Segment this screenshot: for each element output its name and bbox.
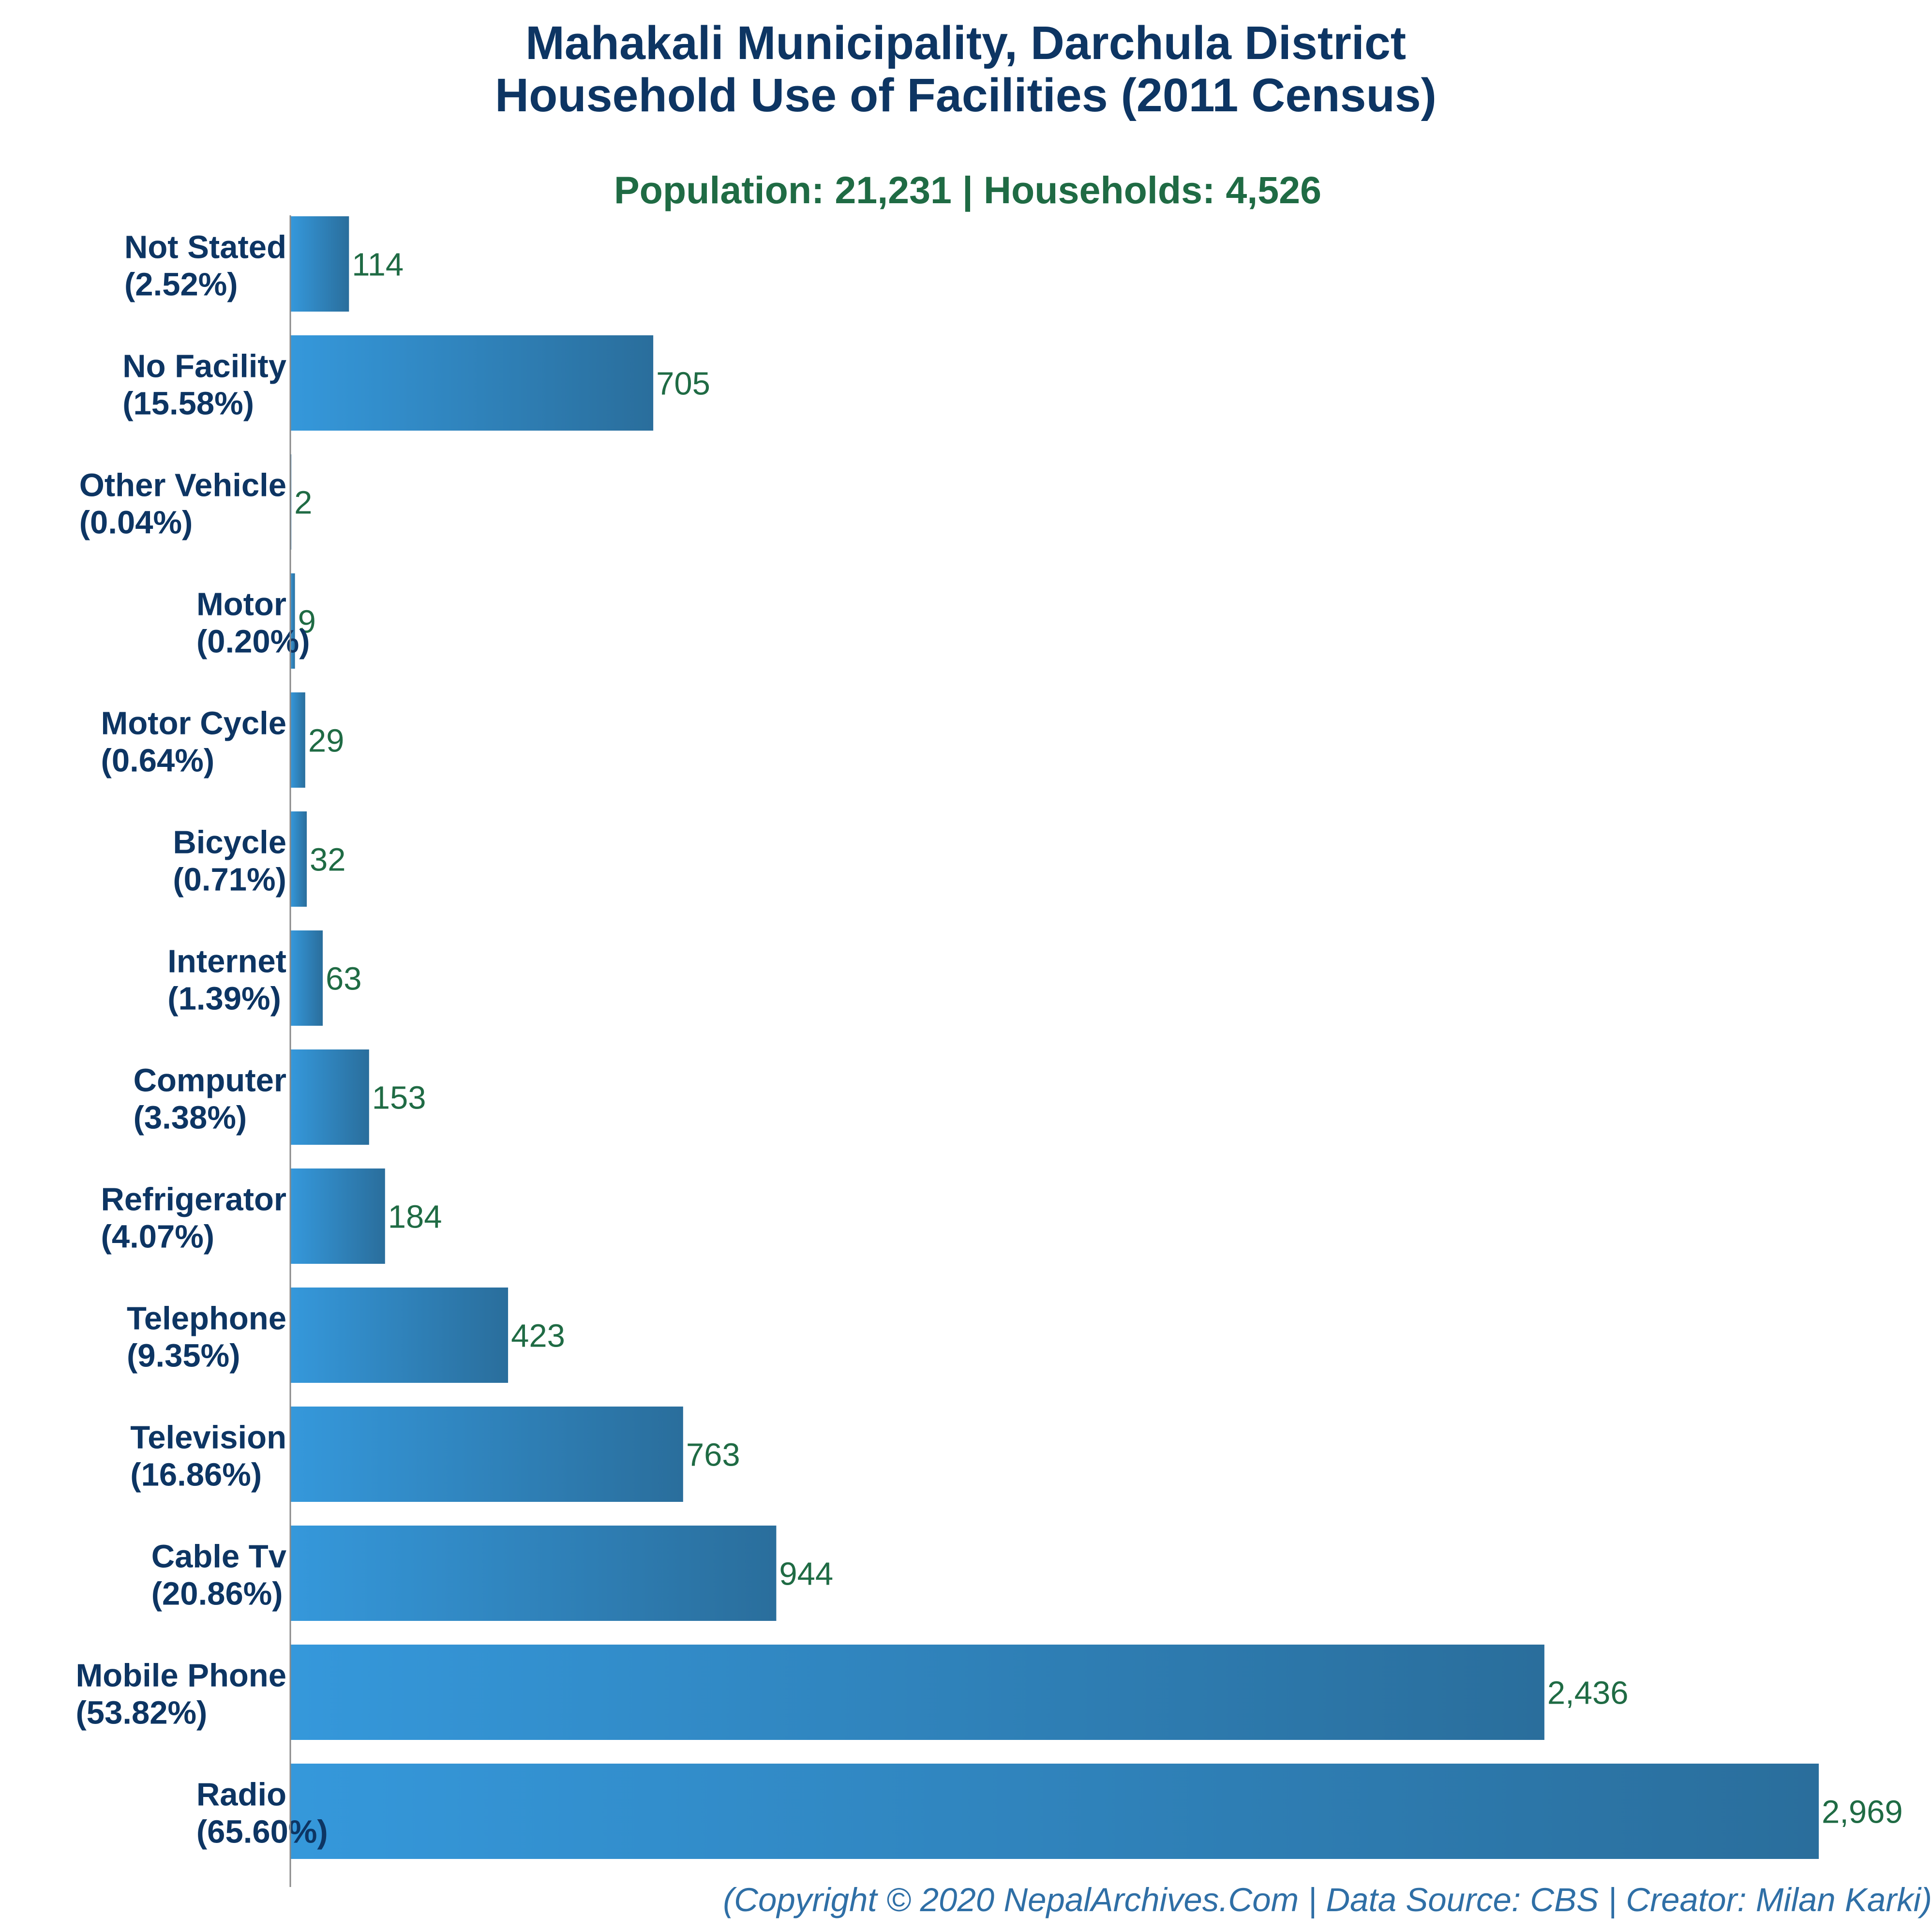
bar-motor-cycle bbox=[290, 692, 305, 788]
category-label: No Facility bbox=[122, 348, 286, 385]
percent-label: (2.52%) bbox=[124, 267, 238, 303]
value-label: 2 bbox=[294, 485, 312, 521]
percent-label: (53.82%) bbox=[76, 1695, 208, 1731]
value-label: 32 bbox=[310, 842, 346, 878]
bar-bicycle bbox=[290, 811, 307, 907]
value-label: 2,969 bbox=[1822, 1794, 1903, 1830]
value-label: 29 bbox=[308, 723, 344, 759]
category-label: Refrigerator bbox=[101, 1182, 286, 1218]
category-label: Cable Tv bbox=[151, 1539, 286, 1575]
value-label: 2,436 bbox=[1547, 1675, 1629, 1711]
bar-motor bbox=[290, 573, 295, 669]
category-label: Computer bbox=[134, 1063, 286, 1099]
value-label: 153 bbox=[372, 1080, 426, 1116]
category-label: Television bbox=[130, 1420, 286, 1456]
bar-cable-tv bbox=[290, 1526, 777, 1621]
bar-not-stated bbox=[290, 216, 349, 312]
percent-label: (0.64%) bbox=[101, 743, 215, 779]
bars-layer: 114 Not Stated(2.52%) 705 No Facility(15.58… bbox=[76, 216, 1903, 1859]
category-label: Mobile Phone bbox=[76, 1658, 287, 1694]
bar-mobile-phone bbox=[290, 1645, 1544, 1740]
bar-television bbox=[290, 1407, 683, 1502]
category-label: Other Vehicle bbox=[79, 467, 286, 504]
percent-label: (20.86%) bbox=[151, 1576, 283, 1612]
category-label: Radio bbox=[196, 1777, 286, 1813]
value-label: 763 bbox=[686, 1437, 740, 1473]
chart-title-line-2: Household Use of Facilities (2011 Census… bbox=[495, 69, 1437, 121]
bar-computer bbox=[290, 1049, 369, 1145]
value-label: 63 bbox=[326, 961, 362, 997]
bar-no-facility bbox=[290, 335, 654, 431]
percent-label: (0.71%) bbox=[173, 862, 286, 898]
category-label: Telephone bbox=[127, 1301, 286, 1337]
bar-refrigerator bbox=[290, 1168, 385, 1264]
percent-label: (1.39%) bbox=[167, 981, 281, 1017]
percent-label: (3.38%) bbox=[134, 1100, 247, 1136]
category-label: Motor bbox=[196, 586, 286, 623]
bar-telephone bbox=[290, 1288, 509, 1383]
category-label: Internet bbox=[167, 944, 286, 980]
value-label: 184 bbox=[388, 1199, 442, 1235]
percent-label: (16.86%) bbox=[130, 1457, 262, 1493]
chart-caption: (Copyright © 2020 NepalArchives.Com | Da… bbox=[723, 1881, 1932, 1918]
category-label: Not Stated bbox=[124, 229, 286, 266]
bar-internet bbox=[290, 930, 323, 1026]
percent-label: (9.35%) bbox=[127, 1338, 240, 1374]
percent-label: (0.20%) bbox=[196, 624, 310, 660]
bar-radio bbox=[290, 1764, 1819, 1859]
percent-label: (4.07%) bbox=[101, 1219, 215, 1255]
chart-subtitle: Population: 21,231 | Households: 4,526 bbox=[614, 168, 1321, 212]
chart-title-line-1: Mahakali Municipality, Darchula District bbox=[525, 16, 1406, 69]
category-label: Motor Cycle bbox=[101, 705, 286, 742]
percent-label: (0.04%) bbox=[79, 505, 193, 541]
category-label: Bicycle bbox=[173, 824, 286, 861]
value-label: 705 bbox=[656, 366, 710, 402]
value-label: 944 bbox=[779, 1556, 833, 1592]
value-label: 114 bbox=[352, 247, 404, 283]
percent-label: (15.58%) bbox=[122, 386, 254, 422]
value-label: 423 bbox=[511, 1318, 565, 1354]
percent-label: (65.60%) bbox=[196, 1814, 328, 1850]
value-label: 9 bbox=[298, 604, 316, 640]
